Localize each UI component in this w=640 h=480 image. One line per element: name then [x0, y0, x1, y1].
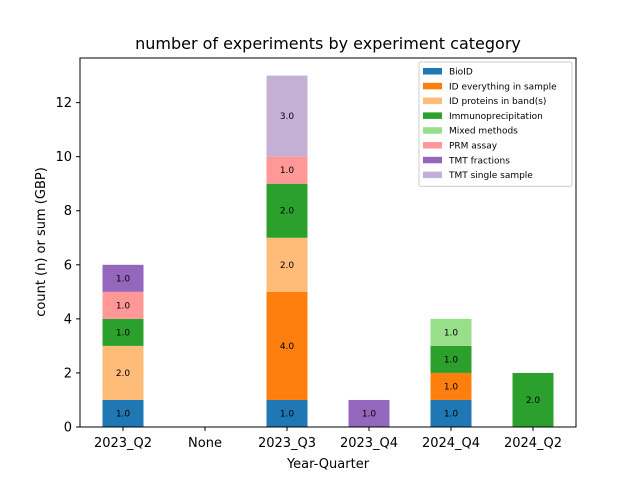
legend-swatch	[423, 82, 442, 90]
bar-value-label: 1.0	[444, 382, 459, 392]
bar-segment	[266, 75, 308, 157]
bar-segment	[102, 264, 144, 292]
legend-swatch	[423, 68, 442, 75]
bar-value-label: 1.0	[444, 409, 459, 419]
legend: BioID ID everything in sample ID proteins …	[418, 61, 573, 187]
y-axis-label: count (n) or sum (GBP)	[34, 167, 49, 317]
bar-segment	[266, 291, 308, 400]
bar-segment	[430, 318, 472, 346]
legend-entry-label: TMT fractions	[448, 156, 510, 166]
x-tick-label: 2023_Q3	[258, 436, 316, 451]
bar-segment	[266, 237, 308, 292]
x-tick-label: 2023_Q4	[340, 436, 398, 451]
bar-segment	[266, 156, 308, 184]
x-tick-label: 2023_Q2	[94, 436, 152, 451]
bar-segment	[348, 399, 390, 427]
legend-swatch	[423, 156, 442, 164]
bar-value-label: 2.0	[280, 261, 295, 271]
bar-segment	[430, 399, 472, 427]
chart-title: number of experiments by experiment cate…	[135, 34, 521, 53]
legend-entry-label: Immunoprecipitation	[449, 112, 543, 122]
legend-swatch	[423, 112, 442, 119]
legend-entry-label: BioID	[449, 68, 473, 78]
bar-segment	[102, 345, 144, 400]
y-tick-label: 2	[64, 366, 72, 381]
x-tick-label: 2024_Q2	[504, 436, 562, 451]
axes-group: 0 2 4 6 8 10 12 2023_Q2 None 2023_Q3 2023_Q4 2024_Q…	[55, 57, 577, 451]
y-tick-label: 8	[64, 204, 72, 219]
bar-value-label: 1.0	[280, 166, 295, 176]
bar-value-label: 1.0	[280, 409, 295, 419]
bar-value-label: 1.0	[444, 328, 459, 338]
bars-group	[102, 75, 554, 427]
x-tick-label: 2024_Q4	[422, 436, 480, 451]
bar-value-label: 1.0	[444, 355, 459, 365]
bar-value-label: 2.0	[526, 396, 541, 406]
y-tick-label: 10	[55, 150, 72, 165]
bar-segment	[102, 291, 144, 319]
legend-entry-label: ID everything in sample	[449, 82, 557, 92]
legend-swatch	[423, 171, 442, 179]
legend-entry-label: TMT single sample	[448, 171, 533, 181]
legend-entry-label: ID proteins in band(s)	[449, 97, 546, 107]
bar-value-label: 1.0	[116, 328, 131, 338]
bar-value-label: 2.0	[280, 207, 295, 217]
bar-segment	[102, 399, 144, 427]
bar-value-label: 1.0	[116, 274, 131, 284]
legend-swatch	[423, 142, 442, 149]
y-tick-label: 4	[64, 312, 72, 327]
bar-value-label: 1.0	[362, 409, 377, 419]
x-axis-label: Year-Quarter	[286, 457, 370, 472]
y-tick-label: 12	[55, 96, 72, 111]
bar-value-label: 4.0	[280, 342, 295, 352]
bar-segment	[430, 372, 472, 400]
legend-entry-label: PRM assay	[449, 142, 498, 152]
plot-frame	[79, 57, 577, 428]
legend-entry-label: Mixed methods	[449, 127, 518, 137]
bar-segment	[102, 318, 144, 346]
y-tick-label: 0	[64, 421, 72, 436]
bar-segment	[430, 345, 472, 373]
bar-segment	[512, 372, 554, 427]
x-tick-label: None	[188, 436, 222, 451]
bar-value-label: 1.0	[116, 301, 131, 311]
bar-value-label: 2.0	[116, 369, 131, 379]
legend-box	[418, 61, 573, 187]
legend-swatch	[423, 97, 442, 105]
bar-value-label: 1.0	[116, 409, 131, 419]
y-tick-label: 6	[64, 258, 72, 273]
bar-value-label: 3.0	[280, 112, 295, 122]
bar-labels-group: 1.0 2.0 1.0 1.0 1.0 1.0 4.0 2.0 2.0 1.0 3.0 1.0 1.0 1…	[116, 112, 541, 419]
bar-segment	[266, 399, 308, 427]
legend-swatch	[423, 127, 442, 134]
bar-segment	[266, 183, 308, 238]
